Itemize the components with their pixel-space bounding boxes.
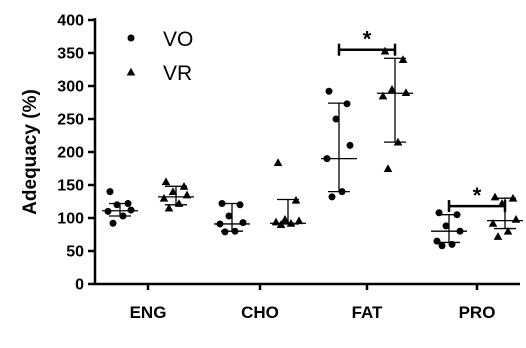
point-vo-cho (236, 201, 244, 209)
point-vr-pro (503, 226, 513, 235)
point-vo-cho (221, 228, 229, 236)
point-vr-eng (182, 190, 192, 199)
point-vo-eng (106, 188, 114, 196)
y-axis-label: Adequacy (%) (20, 89, 41, 215)
point-vr-pro (488, 218, 498, 227)
y-tick-label: 150 (57, 178, 84, 195)
point-vr-eng (164, 203, 174, 212)
point-vo-pro (433, 237, 441, 245)
y-tick-label: 100 (57, 211, 84, 228)
point-vo-pro (453, 211, 461, 219)
point-vr-fat (398, 55, 408, 64)
point-vr-pro (511, 215, 521, 223)
point-vo-eng (119, 212, 127, 220)
point-vo-pro (438, 242, 446, 250)
point-vo-fat (346, 141, 354, 149)
point-vo-cho (239, 219, 247, 227)
category-label-pro: PRO (459, 303, 496, 322)
category-label-fat: FAT (352, 303, 383, 322)
point-vr-pro (490, 192, 500, 201)
legend-label-vr: VR (163, 62, 192, 85)
y-tick-label: 50 (66, 244, 84, 261)
y-tick-label: 400 (57, 13, 84, 30)
point-vo-pro (456, 227, 464, 235)
point-vo-eng (104, 207, 112, 215)
point-vo-fat (328, 193, 336, 201)
point-vr-eng (174, 199, 184, 207)
point-vr-eng (159, 193, 169, 202)
y-tick-label: 350 (57, 46, 84, 63)
point-vr-eng (168, 187, 178, 196)
point-vo-fat (343, 100, 351, 108)
point-vo-cho (218, 199, 226, 207)
point-vo-eng (109, 219, 117, 227)
point-vr-pro (493, 232, 503, 240)
sig-star-pro: * (473, 183, 482, 208)
y-tick-label: 300 (57, 79, 84, 96)
point-vo-pro (448, 240, 456, 248)
legend-marker-vo (127, 34, 135, 42)
point-vo-pro (435, 209, 443, 217)
point-vo-fat (325, 87, 333, 95)
legend-marker-vr (126, 67, 136, 76)
point-vr-cho (280, 215, 290, 223)
point-vr-cho (271, 217, 281, 226)
point-vr-fat (387, 85, 397, 93)
point-vr-eng (179, 182, 189, 190)
category-label-cho: CHO (241, 303, 279, 322)
point-vr-fat (383, 164, 393, 172)
point-vo-cho (225, 212, 233, 220)
y-tick-label: 0 (75, 277, 84, 294)
point-vr-eng (161, 177, 171, 186)
point-vo-eng (113, 201, 121, 209)
point-vo-fat (332, 115, 340, 123)
sig-star-fat: * (363, 27, 372, 52)
point-vr-cho (273, 158, 283, 166)
point-vr-cho (294, 216, 304, 225)
point-vr-pro (508, 193, 518, 202)
point-vr-fat (378, 91, 388, 100)
point-vo-eng (124, 199, 132, 207)
category-label-eng: ENG (130, 303, 167, 322)
y-tick-label: 200 (57, 145, 84, 162)
point-vo-fat (338, 188, 346, 196)
point-vr-cho (286, 218, 296, 227)
point-vr-cho (276, 220, 286, 229)
legend-label-vo: VO (163, 28, 193, 51)
point-vo-cho (216, 220, 224, 228)
y-tick-label: 250 (57, 112, 84, 129)
point-vo-pro (442, 222, 450, 230)
point-vo-cho (231, 227, 239, 235)
point-vr-fat (393, 137, 403, 146)
point-vr-cho (291, 195, 301, 204)
point-vo-fat (323, 155, 331, 163)
point-vr-fat (401, 88, 411, 97)
point-vo-eng (127, 206, 135, 214)
